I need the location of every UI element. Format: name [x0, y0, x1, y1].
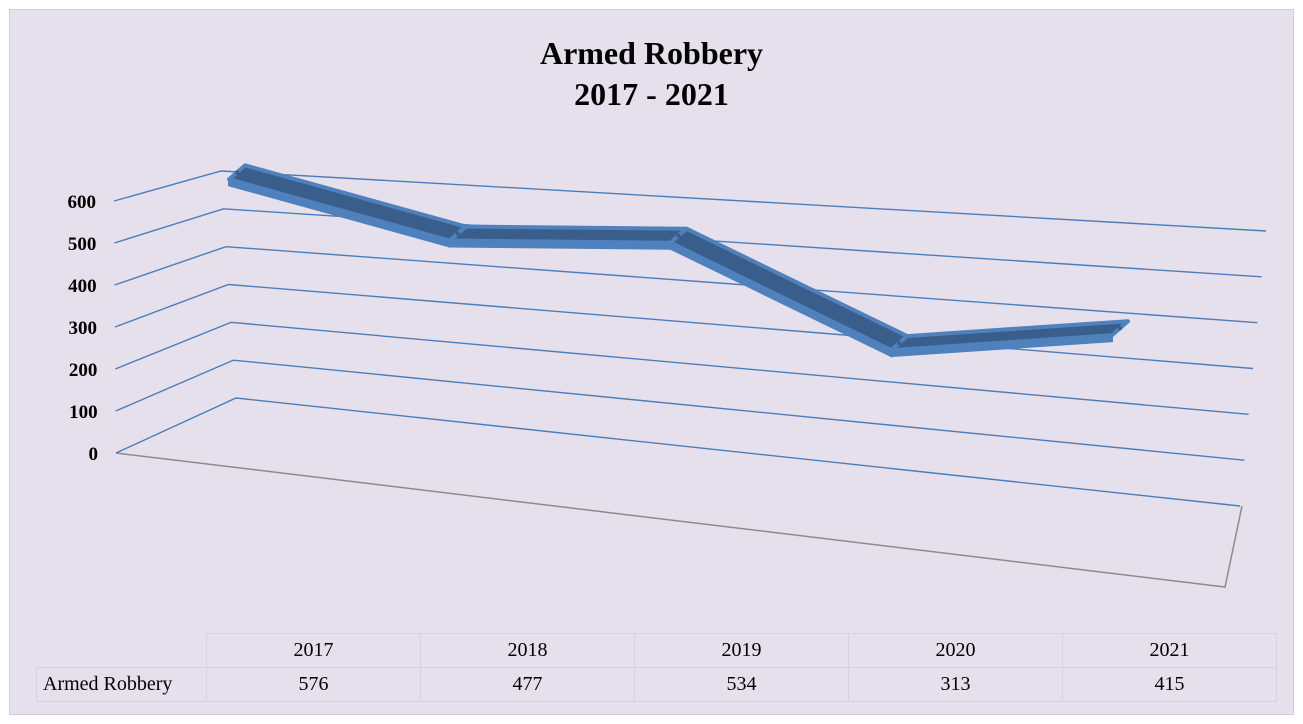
data-table-value-row: Armed Robbery 576 477 534 313 415	[36, 667, 1277, 702]
data-table-value-2017: 576	[206, 667, 421, 702]
data-table-category-2017: 2017	[206, 633, 421, 668]
series-segment-front-2018	[448, 239, 672, 250]
data-table-category-2019: 2019	[634, 633, 849, 668]
data-table-value-2021: 415	[1062, 667, 1277, 702]
y-tick-label-600: 600	[68, 192, 97, 213]
series-segment-front-2019	[669, 241, 893, 358]
data-table-category-2018: 2018	[420, 633, 635, 668]
series-segment-2017-2018	[227, 163, 468, 243]
y-tick-label-500: 500	[68, 234, 97, 255]
data-table-value-2018: 477	[420, 667, 635, 702]
series-point-2017	[235, 170, 239, 175]
y-tick-label-0: 0	[89, 444, 99, 465]
series-point-2019	[676, 233, 681, 238]
y-tick-label-200: 200	[69, 360, 98, 381]
chart-title: Armed Robbery	[539, 35, 764, 71]
data-table: 2017 2018 2019 2020 2021 Armed Robbery 576 47…	[36, 633, 1277, 702]
series-segment-front-2020	[890, 334, 1113, 358]
series-segment-2019-2020	[668, 226, 910, 353]
chart-area	[9, 9, 1294, 715]
gridline-100	[115, 359, 1245, 461]
data-table-value-2020: 313	[848, 667, 1063, 702]
series-point-2021	[1118, 326, 1122, 331]
data-table-value-2019: 534	[634, 667, 849, 702]
y-tick-label-400: 400	[68, 276, 97, 297]
data-table-category-2021: 2021	[1062, 633, 1277, 668]
data-table-header-row: 2017 2018 2019 2020 2021	[37, 633, 1277, 668]
gridline-0	[115, 397, 1241, 507]
series-point-2018	[455, 231, 460, 236]
gridline-500	[114, 208, 1262, 278]
data-table-corner	[37, 634, 207, 668]
gridline-600	[113, 170, 1267, 232]
floor-edge	[115, 452, 1243, 588]
gridline-400	[114, 245, 1258, 324]
series-point-2020	[897, 341, 902, 346]
chart-subtitle: 2017 - 2021	[574, 76, 729, 112]
data-table-series-label: Armed Robbery	[36, 667, 207, 702]
gridline-200	[115, 321, 1249, 416]
y-tick-label-300: 300	[69, 318, 98, 339]
data-table-category-2020: 2020	[848, 633, 1063, 668]
y-tick-label-100: 100	[69, 402, 98, 423]
